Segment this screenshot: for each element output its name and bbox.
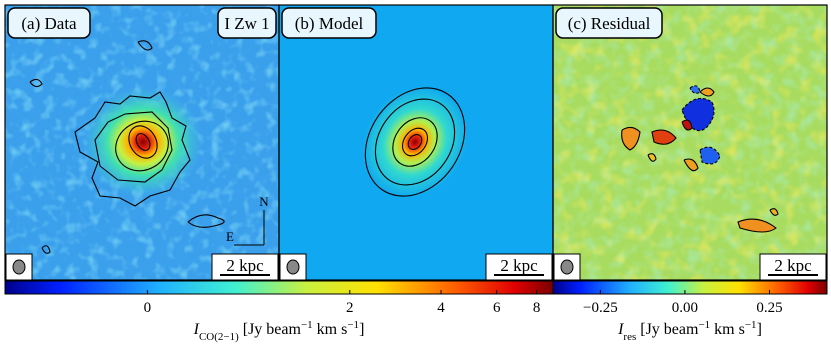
compass-north: N [259,194,269,209]
label-part: [Jy beam [239,321,302,338]
label-part: −1 [347,319,359,331]
label-part: CO(2−1) [199,331,239,343]
label-part: ] [757,321,762,338]
label-part: I [193,321,200,338]
colorbar-tick-label: 2 [346,300,354,316]
panel-label: (b) Model [295,14,364,33]
colorbar-tick-label: 8 [533,300,541,316]
colorbar [552,280,828,295]
panel-residual-image [553,5,827,280]
label-part: −1 [698,319,710,331]
label-part: ] [359,321,364,338]
label-part: −1 [301,319,313,331]
scalebar-label: 2 kpc [500,256,538,275]
label-part: −1 [745,319,757,331]
label-part: km s [313,321,348,338]
scalebar-label: 2 kpc [226,256,264,275]
panel-label: (a) Data [21,14,77,33]
label-part: [Jy beam [636,321,699,338]
label-part: res [623,331,636,343]
colorbar-tick-label: 0 [144,300,152,316]
colorbar-tick-label: −0.25 [583,300,618,316]
beam-boxes [5,253,581,281]
colorbar [4,280,554,295]
colorbar-tick-label: 0.00 [672,300,698,316]
scalebar-label: 2 kpc [774,256,812,275]
compass-east: E [226,229,234,244]
panel-frames [4,4,828,281]
label-part: I [617,321,624,338]
label-part: km s [710,321,745,338]
scalebars [211,253,827,281]
colorbar-label: ICO(2−1) [Jy beam−1 km s−1] [193,319,365,343]
colorbar-label: Ires [Jy beam−1 km s−1] [617,319,762,343]
colorbar-tick-label: 6 [493,300,501,316]
panel-model-image [279,5,553,280]
panel-data-image: N E [5,5,279,280]
panel-label: (c) Residual [568,14,651,33]
colorbar-tick-label: 0.25 [756,300,782,316]
object-name: I Zw 1 [224,14,269,33]
colorbar-tick-label: 4 [437,300,445,316]
